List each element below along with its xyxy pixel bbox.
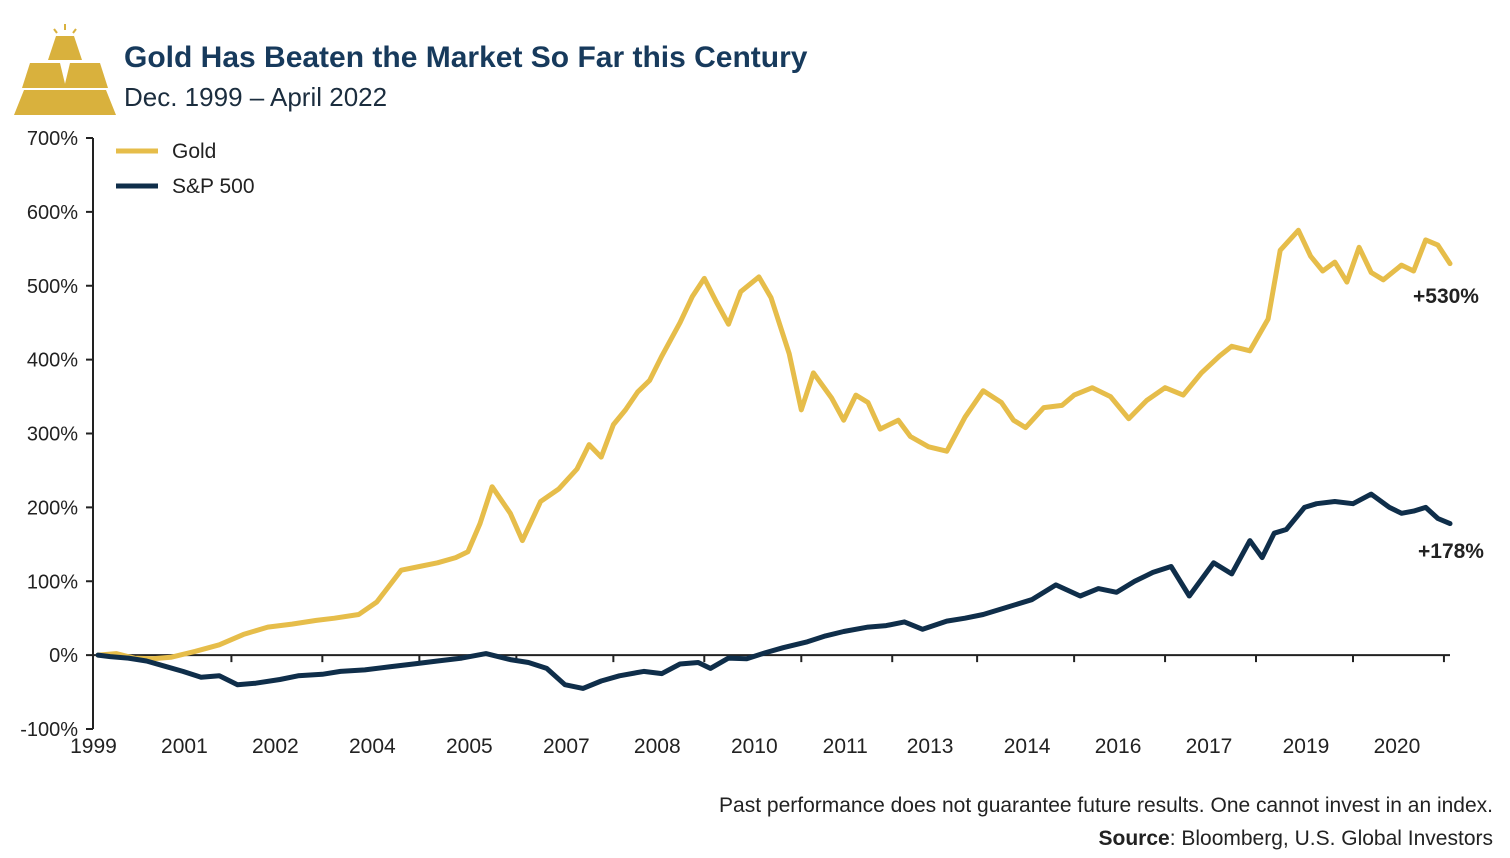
y-tick-label: 0% xyxy=(49,645,78,667)
legend-label-gold: Gold xyxy=(172,140,216,163)
x-tick-label: 2019 xyxy=(1283,735,1330,758)
source-text: : Bloomberg, U.S. Global Investors xyxy=(1170,827,1493,850)
series-layer xyxy=(95,227,1453,691)
logo-ray xyxy=(72,28,77,34)
chart-title: Gold Has Beaten the Market So Far this C… xyxy=(124,41,808,74)
x-tick-label: 1999 xyxy=(70,735,117,758)
y-tick-label: 300% xyxy=(27,424,78,446)
y-tick-label: 700% xyxy=(27,128,78,150)
x-tick-label: 2005 xyxy=(446,735,493,758)
x-tick-label: 2020 xyxy=(1374,735,1421,758)
x-tick-label: 2007 xyxy=(543,735,590,758)
logo-bar-right xyxy=(64,63,108,88)
x-ticks: 1999 2001 2002 2004 2005 2007 2008 2010 2011 2013… xyxy=(70,655,1445,758)
y-tick-label: 100% xyxy=(27,571,78,593)
x-tick-label: 2013 xyxy=(907,735,954,758)
y-tick-label: 400% xyxy=(27,350,78,372)
logo-ray xyxy=(53,28,58,34)
x-tick-label: 2014 xyxy=(1004,735,1051,758)
x-tick-label: 2004 xyxy=(349,735,396,758)
source-label: Source xyxy=(1098,827,1169,850)
source-line: Source: Bloomberg, U.S. Global Investors xyxy=(1098,827,1493,850)
x-tick-label: 2010 xyxy=(731,735,778,758)
y-tick-label: 600% xyxy=(27,202,78,224)
logo-bar-left xyxy=(22,63,66,88)
gold-end-label: +530% xyxy=(1413,285,1479,308)
y-tick-label: 500% xyxy=(27,276,78,298)
legend-label-sp500: S&P 500 xyxy=(172,175,255,198)
x-tick-label: 2008 xyxy=(634,735,681,758)
logo-bar-top xyxy=(48,36,82,60)
sp500-end-label: +178% xyxy=(1418,540,1484,563)
gold-bars-icon xyxy=(14,24,116,115)
x-tick-label: 2001 xyxy=(161,735,208,758)
x-tick-label: 2011 xyxy=(823,735,868,758)
disclaimer-note: Past performance does not guarantee futu… xyxy=(719,794,1493,817)
x-tick-label: 2017 xyxy=(1186,735,1233,758)
legend: Gold S&P 500 xyxy=(116,140,255,198)
logo-bar-base xyxy=(14,90,116,115)
chart-subtitle: Dec. 1999 – April 2022 xyxy=(124,82,387,112)
y-ticks: -100% 0% 100% 200% 300% 400% 500% 600% 700% xyxy=(20,128,93,741)
y-tick-label: 200% xyxy=(27,497,78,519)
x-tick-label: 2016 xyxy=(1095,735,1142,758)
x-tick-label: 2002 xyxy=(252,735,299,758)
sp500-line xyxy=(95,491,1453,691)
y-tick-label: -100% xyxy=(20,719,78,741)
gold-line xyxy=(95,227,1453,662)
